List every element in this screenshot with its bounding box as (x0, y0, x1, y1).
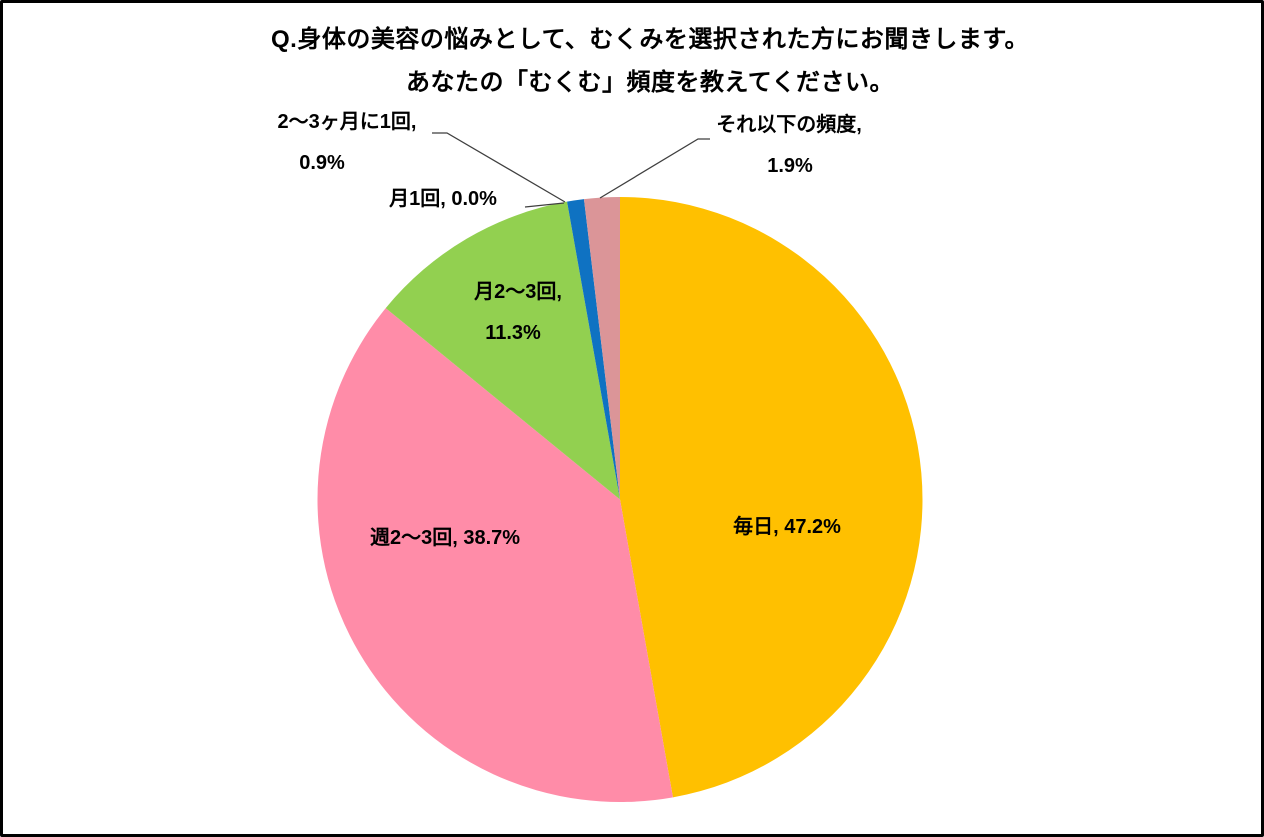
pie-slice-4 (567, 199, 620, 500)
leader-line-bimonthly (432, 132, 566, 203)
data-label-less-frequency-line2: 1.9% (767, 155, 813, 177)
pie-slices (317, 197, 923, 802)
chart-title-line2: あなたの「むくむ」頻度を教えてください。 (405, 69, 895, 96)
data-label-every-2-3-months-line2: 0.9% (299, 152, 345, 174)
chart-title: Q.身体の美容の悩みとして、むくみを選択された方にお聞きします。 あなたの「むく… (36, 18, 1264, 104)
data-label-month-2-3-line1: 月2〜3回, (474, 281, 562, 303)
pie-slice-1 (317, 308, 673, 802)
data-label-everyday: 毎日, 47.2% (733, 516, 841, 538)
leader-line-month1 (524, 202, 565, 208)
data-label-month-1: 月1回, 0.0% (389, 188, 497, 210)
pie-slice-2 (385, 201, 620, 500)
pie-slice-5 (583, 197, 620, 500)
data-label-week-2-3: 週2〜3回, 38.7% (369, 527, 521, 549)
data-label-every-2-3-months-line1: 2〜3ヶ月に1回, (277, 111, 417, 133)
data-label-month-2-3-line2: 11.3% (485, 322, 541, 344)
chart-title-line1: Q.身体の美容の悩みとして、むくみを選択された方にお聞きします。 (271, 26, 1029, 53)
data-label-less-frequency-line1: それ以下の頻度, (716, 114, 862, 136)
leader-line-less-frequency (599, 138, 710, 199)
pie-slice-0 (620, 197, 923, 798)
